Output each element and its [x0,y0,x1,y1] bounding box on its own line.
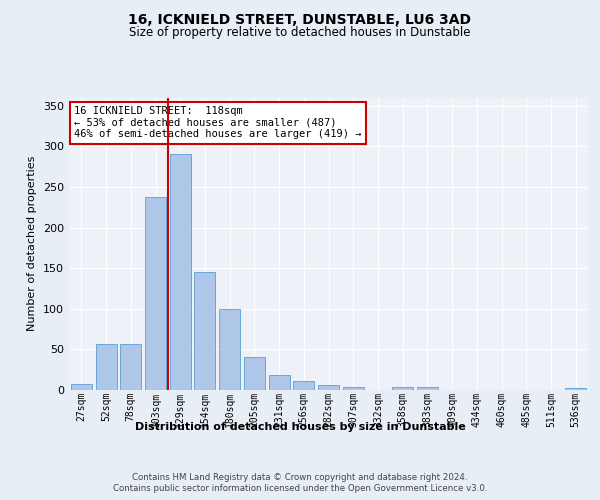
Bar [120,344,141,390]
Bar [244,356,265,390]
Bar [318,385,339,390]
Bar [194,272,215,390]
Text: Contains HM Land Registry data © Crown copyright and database right 2024.: Contains HM Land Registry data © Crown c… [132,472,468,482]
Y-axis label: Number of detached properties: Number of detached properties [28,156,37,332]
Text: 16, ICKNIELD STREET, DUNSTABLE, LU6 3AD: 16, ICKNIELD STREET, DUNSTABLE, LU6 3AD [128,12,472,26]
Bar [269,374,290,390]
Bar [417,387,438,390]
Text: 16 ICKNIELD STREET:  118sqm
← 53% of detached houses are smaller (487)
46% of se: 16 ICKNIELD STREET: 118sqm ← 53% of deta… [74,106,362,140]
Bar [170,154,191,390]
Bar [293,381,314,390]
Bar [95,344,116,390]
Bar [145,196,166,390]
Text: Contains public sector information licensed under the Open Government Licence v3: Contains public sector information licen… [113,484,487,493]
Bar [565,388,586,390]
Bar [219,308,240,390]
Bar [343,387,364,390]
Bar [392,387,413,390]
Text: Size of property relative to detached houses in Dunstable: Size of property relative to detached ho… [129,26,471,39]
Bar [71,384,92,390]
Text: Distribution of detached houses by size in Dunstable: Distribution of detached houses by size … [134,422,466,432]
